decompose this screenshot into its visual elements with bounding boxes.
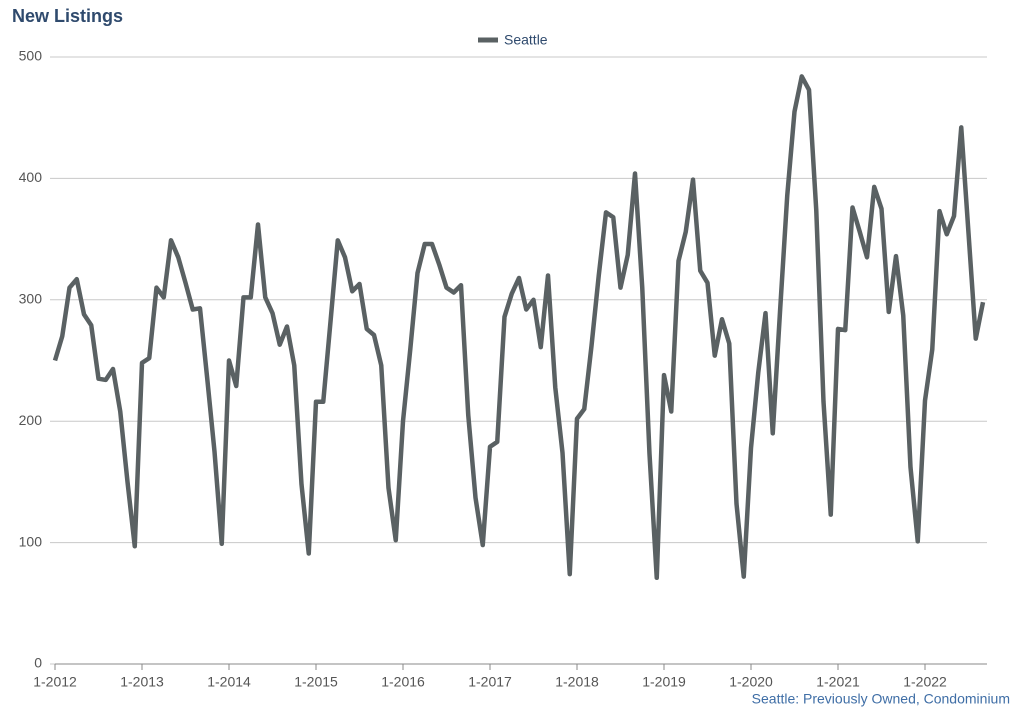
legend-label: Seattle (504, 32, 548, 48)
y-tick-label: 300 (19, 291, 43, 307)
x-tick-label: 1-2019 (642, 674, 686, 690)
x-tick-label: 1-2012 (33, 674, 77, 690)
x-tick-label: 1-2014 (207, 674, 251, 690)
chart-title: New Listings (12, 6, 123, 26)
x-tick-label: 1-2018 (555, 674, 599, 690)
y-tick-label: 200 (19, 412, 43, 428)
x-tick-label: 1-2022 (903, 674, 947, 690)
x-tick-label: 1-2013 (120, 674, 164, 690)
y-tick-label: 0 (34, 655, 42, 671)
x-tick-label: 1-2015 (294, 674, 338, 690)
footnote: Seattle: Previously Owned, Condominium (752, 691, 1010, 707)
y-tick-label: 400 (19, 169, 43, 185)
x-tick-label: 1-2021 (816, 674, 860, 690)
y-tick-label: 500 (19, 48, 43, 64)
x-tick-label: 1-2017 (468, 674, 512, 690)
series-line (52, 74, 986, 581)
x-tick-label: 1-2020 (729, 674, 773, 690)
x-tick-label: 1-2016 (381, 674, 425, 690)
y-tick-label: 100 (19, 533, 43, 549)
